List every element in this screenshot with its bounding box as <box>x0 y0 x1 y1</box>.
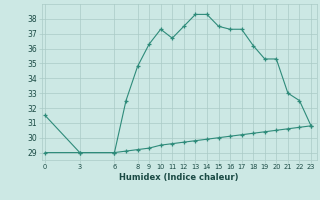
X-axis label: Humidex (Indice chaleur): Humidex (Indice chaleur) <box>119 173 239 182</box>
